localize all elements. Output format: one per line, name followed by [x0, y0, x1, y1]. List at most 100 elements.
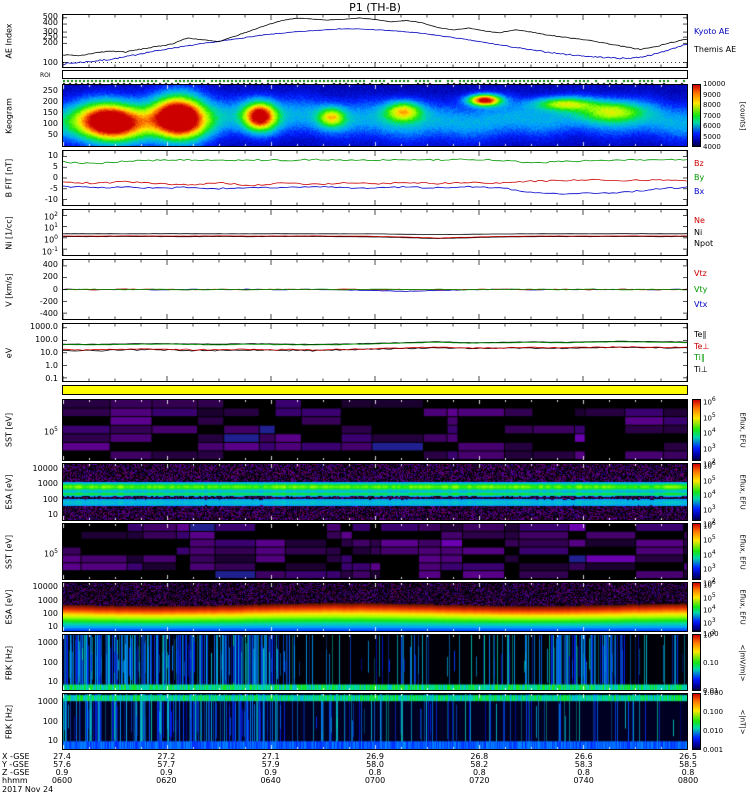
ephemeris-value: 0600	[51, 776, 73, 785]
panel-temperature	[62, 323, 688, 382]
colorbar-tick-label: 105	[703, 474, 716, 485]
y-tick-label: 1.0	[45, 360, 58, 370]
y-tick-label: 100	[42, 494, 58, 504]
ephemeris-value: 26.6	[574, 752, 593, 761]
colorbar-tick-label: 103	[703, 442, 716, 453]
colorbar-tick-label: 8000	[703, 101, 721, 109]
y-tick-label: 10.0	[40, 347, 58, 357]
y-tick-label: -10	[44, 195, 58, 205]
y-tick-label: 10-1	[41, 245, 58, 257]
colorbar-tick-label: 105	[703, 411, 716, 422]
series-label-density-0: Ne	[694, 215, 705, 225]
colorbar-tick-label: 1.000	[703, 689, 724, 697]
axis-ticks	[62, 324, 688, 381]
y-tick-label: 1000	[37, 479, 58, 489]
series-Ni	[62, 235, 688, 240]
colorbar-tick-label: 102	[703, 577, 716, 588]
ephemeris-value: 0.8	[472, 768, 486, 777]
series-label-ae_index-0: Kyoto AE	[694, 27, 730, 36]
ephemeris-value: 0640	[260, 776, 281, 785]
series-Te⊥	[63, 346, 688, 351]
colorbar-tick-label: 106	[703, 579, 716, 590]
colorbar-label-keogram: [counts]	[738, 101, 747, 130]
y-tick-label: 102	[43, 210, 58, 222]
y-axis-label-fbk_e: FBK [Hz]	[4, 645, 14, 680]
spectrogram-sst_i	[63, 524, 687, 579]
colorbar-label-fbk_b: <|nT|>	[738, 708, 747, 735]
colorbar-tick-label: 106	[703, 396, 716, 407]
spectrogram-esa_e	[63, 464, 687, 520]
y-tick-label: 400	[42, 18, 58, 28]
ephemeris-value: 0700	[364, 776, 386, 785]
ephemeris-value: 58.3	[574, 760, 593, 769]
panel-roi	[62, 70, 688, 86]
y-axis-label-ae_index: AE Index	[4, 23, 14, 59]
spectrogram-fbk_b	[63, 694, 687, 749]
colorbar-tick-label: 103	[703, 503, 716, 514]
colorbar-keogram	[692, 84, 701, 147]
colorbar-label-esa_e: Eflux, EFU	[738, 474, 747, 510]
y-tick-label: 105	[43, 547, 58, 559]
axis-ticks	[62, 210, 688, 255]
colorbar-tick-label: 6000	[703, 122, 721, 130]
series-label-b_fit-0: Bz	[694, 159, 704, 168]
ephemeris-value: 58.2	[470, 760, 489, 769]
panel-esa_i	[62, 582, 688, 632]
y-tick-label: 100	[42, 716, 58, 726]
series-By	[62, 158, 688, 165]
y-tick-label: 1000	[37, 595, 58, 605]
ephemeris-value: 0.9	[264, 768, 278, 777]
ephemeris-value: 0800	[677, 776, 699, 785]
colorbar-tick-label: 106	[703, 460, 716, 471]
y-tick-label: 250	[42, 85, 58, 95]
colorbar-tick-label: 1.00	[703, 630, 719, 638]
y-tick-label: 100	[42, 657, 58, 667]
date-label: 2017 Nov 24	[2, 785, 54, 794]
panel-flag	[62, 385, 688, 395]
ephemeris-value: 58.0	[366, 760, 384, 769]
y-tick-label: 105	[43, 426, 58, 437]
colorbar-tick-label: 102	[703, 629, 716, 640]
y-tick-label: 100	[42, 58, 58, 68]
y-tick-label: -200	[39, 296, 58, 306]
series-label-density-2: Npot	[694, 239, 714, 249]
ephemeris-value: 58.5	[679, 760, 697, 769]
series-Kyoto AE	[62, 28, 688, 66]
y-axis-label-velocity: V [km/s]	[4, 272, 14, 307]
ephemeris-value: 0740	[573, 776, 594, 785]
series-label-velocity-1: Vty	[694, 284, 708, 294]
y-axis-label-temperature: eV	[4, 347, 14, 358]
panel-esa_e	[62, 463, 688, 521]
panel-sst_i	[62, 523, 688, 580]
ephemeris-value: 26.5	[679, 752, 697, 761]
ephemeris-value: 0.9	[159, 768, 173, 777]
ephemeris-value: 0.9	[55, 768, 69, 777]
panel-density	[62, 209, 688, 256]
colorbar-fbk_b	[692, 693, 701, 750]
series-label-velocity-0: Vtz	[694, 269, 707, 279]
series-label-temperature-2: Ti∥	[694, 353, 705, 363]
y-axis-label-roi: ROI	[40, 72, 51, 79]
spectrogram-esa_i	[63, 583, 687, 631]
spectrogram-keogram	[63, 85, 687, 146]
panel-ae_index	[62, 14, 688, 68]
panel-fbk_b	[62, 693, 688, 750]
y-tick-label: 10	[47, 509, 58, 519]
colorbar-tick-label: 102	[703, 518, 716, 529]
y-tick-label: 10	[47, 736, 58, 746]
y-tick-label: 1000	[37, 637, 58, 647]
y-tick-label: 500	[42, 11, 58, 21]
colorbar-tick-label: 7000	[703, 111, 721, 120]
series-Vty	[62, 288, 687, 291]
colorbar-tick-label: 10000	[703, 80, 726, 88]
colorbar-tick-label: 104	[703, 427, 716, 438]
series-label-ae_index-1: Themis AE	[694, 45, 737, 54]
ephemeris-row-label: X -GSE	[2, 752, 30, 761]
y-tick-label: 300	[42, 26, 58, 36]
y-tick-label: 400	[42, 260, 58, 270]
y-tick-label: 200	[42, 38, 58, 48]
series-Ne	[63, 235, 687, 239]
ephemeris-value: 0.8	[681, 768, 695, 777]
colorbar-tick-label: 105	[703, 591, 716, 602]
